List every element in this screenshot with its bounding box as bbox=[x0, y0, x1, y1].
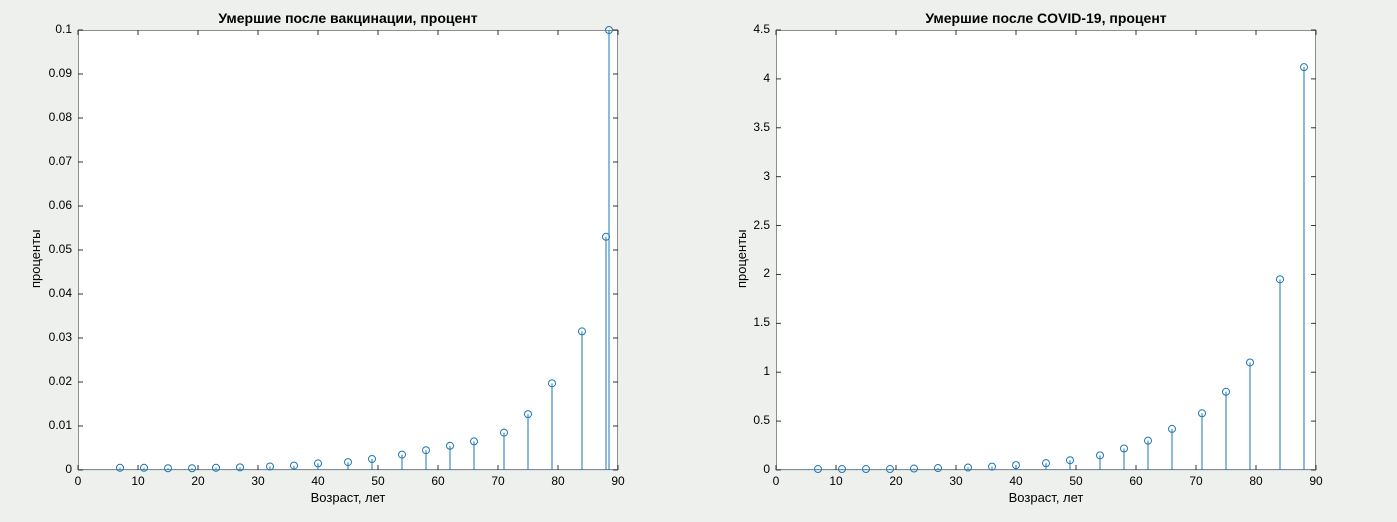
figure-container: Умершие после вакцинации, процентпроцент… bbox=[0, 0, 1397, 522]
ytick-label: 2 bbox=[763, 266, 770, 280]
ytick-label: 1.5 bbox=[753, 315, 770, 329]
ytick-label: 3 bbox=[763, 169, 770, 183]
xtick-label: 20 bbox=[889, 474, 902, 488]
xtick-label: 70 bbox=[1189, 474, 1202, 488]
xtick-label: 40 bbox=[1009, 474, 1022, 488]
xtick-label: 0 bbox=[773, 474, 780, 488]
chart-svg-covid bbox=[0, 0, 1397, 522]
xtick-label: 30 bbox=[949, 474, 962, 488]
ytick-label: 4.5 bbox=[753, 22, 770, 36]
ytick-label: 1 bbox=[763, 364, 770, 378]
ytick-label: 2.5 bbox=[753, 218, 770, 232]
xtick-label: 60 bbox=[1129, 474, 1142, 488]
xtick-label: 90 bbox=[1309, 474, 1322, 488]
ytick-label: 0 bbox=[763, 462, 770, 476]
xtick-label: 10 bbox=[829, 474, 842, 488]
xtick-label: 50 bbox=[1069, 474, 1082, 488]
xtick-label: 80 bbox=[1249, 474, 1262, 488]
ytick-label: 3.5 bbox=[753, 120, 770, 134]
ytick-label: 0.5 bbox=[753, 413, 770, 427]
ytick-label: 4 bbox=[763, 71, 770, 85]
